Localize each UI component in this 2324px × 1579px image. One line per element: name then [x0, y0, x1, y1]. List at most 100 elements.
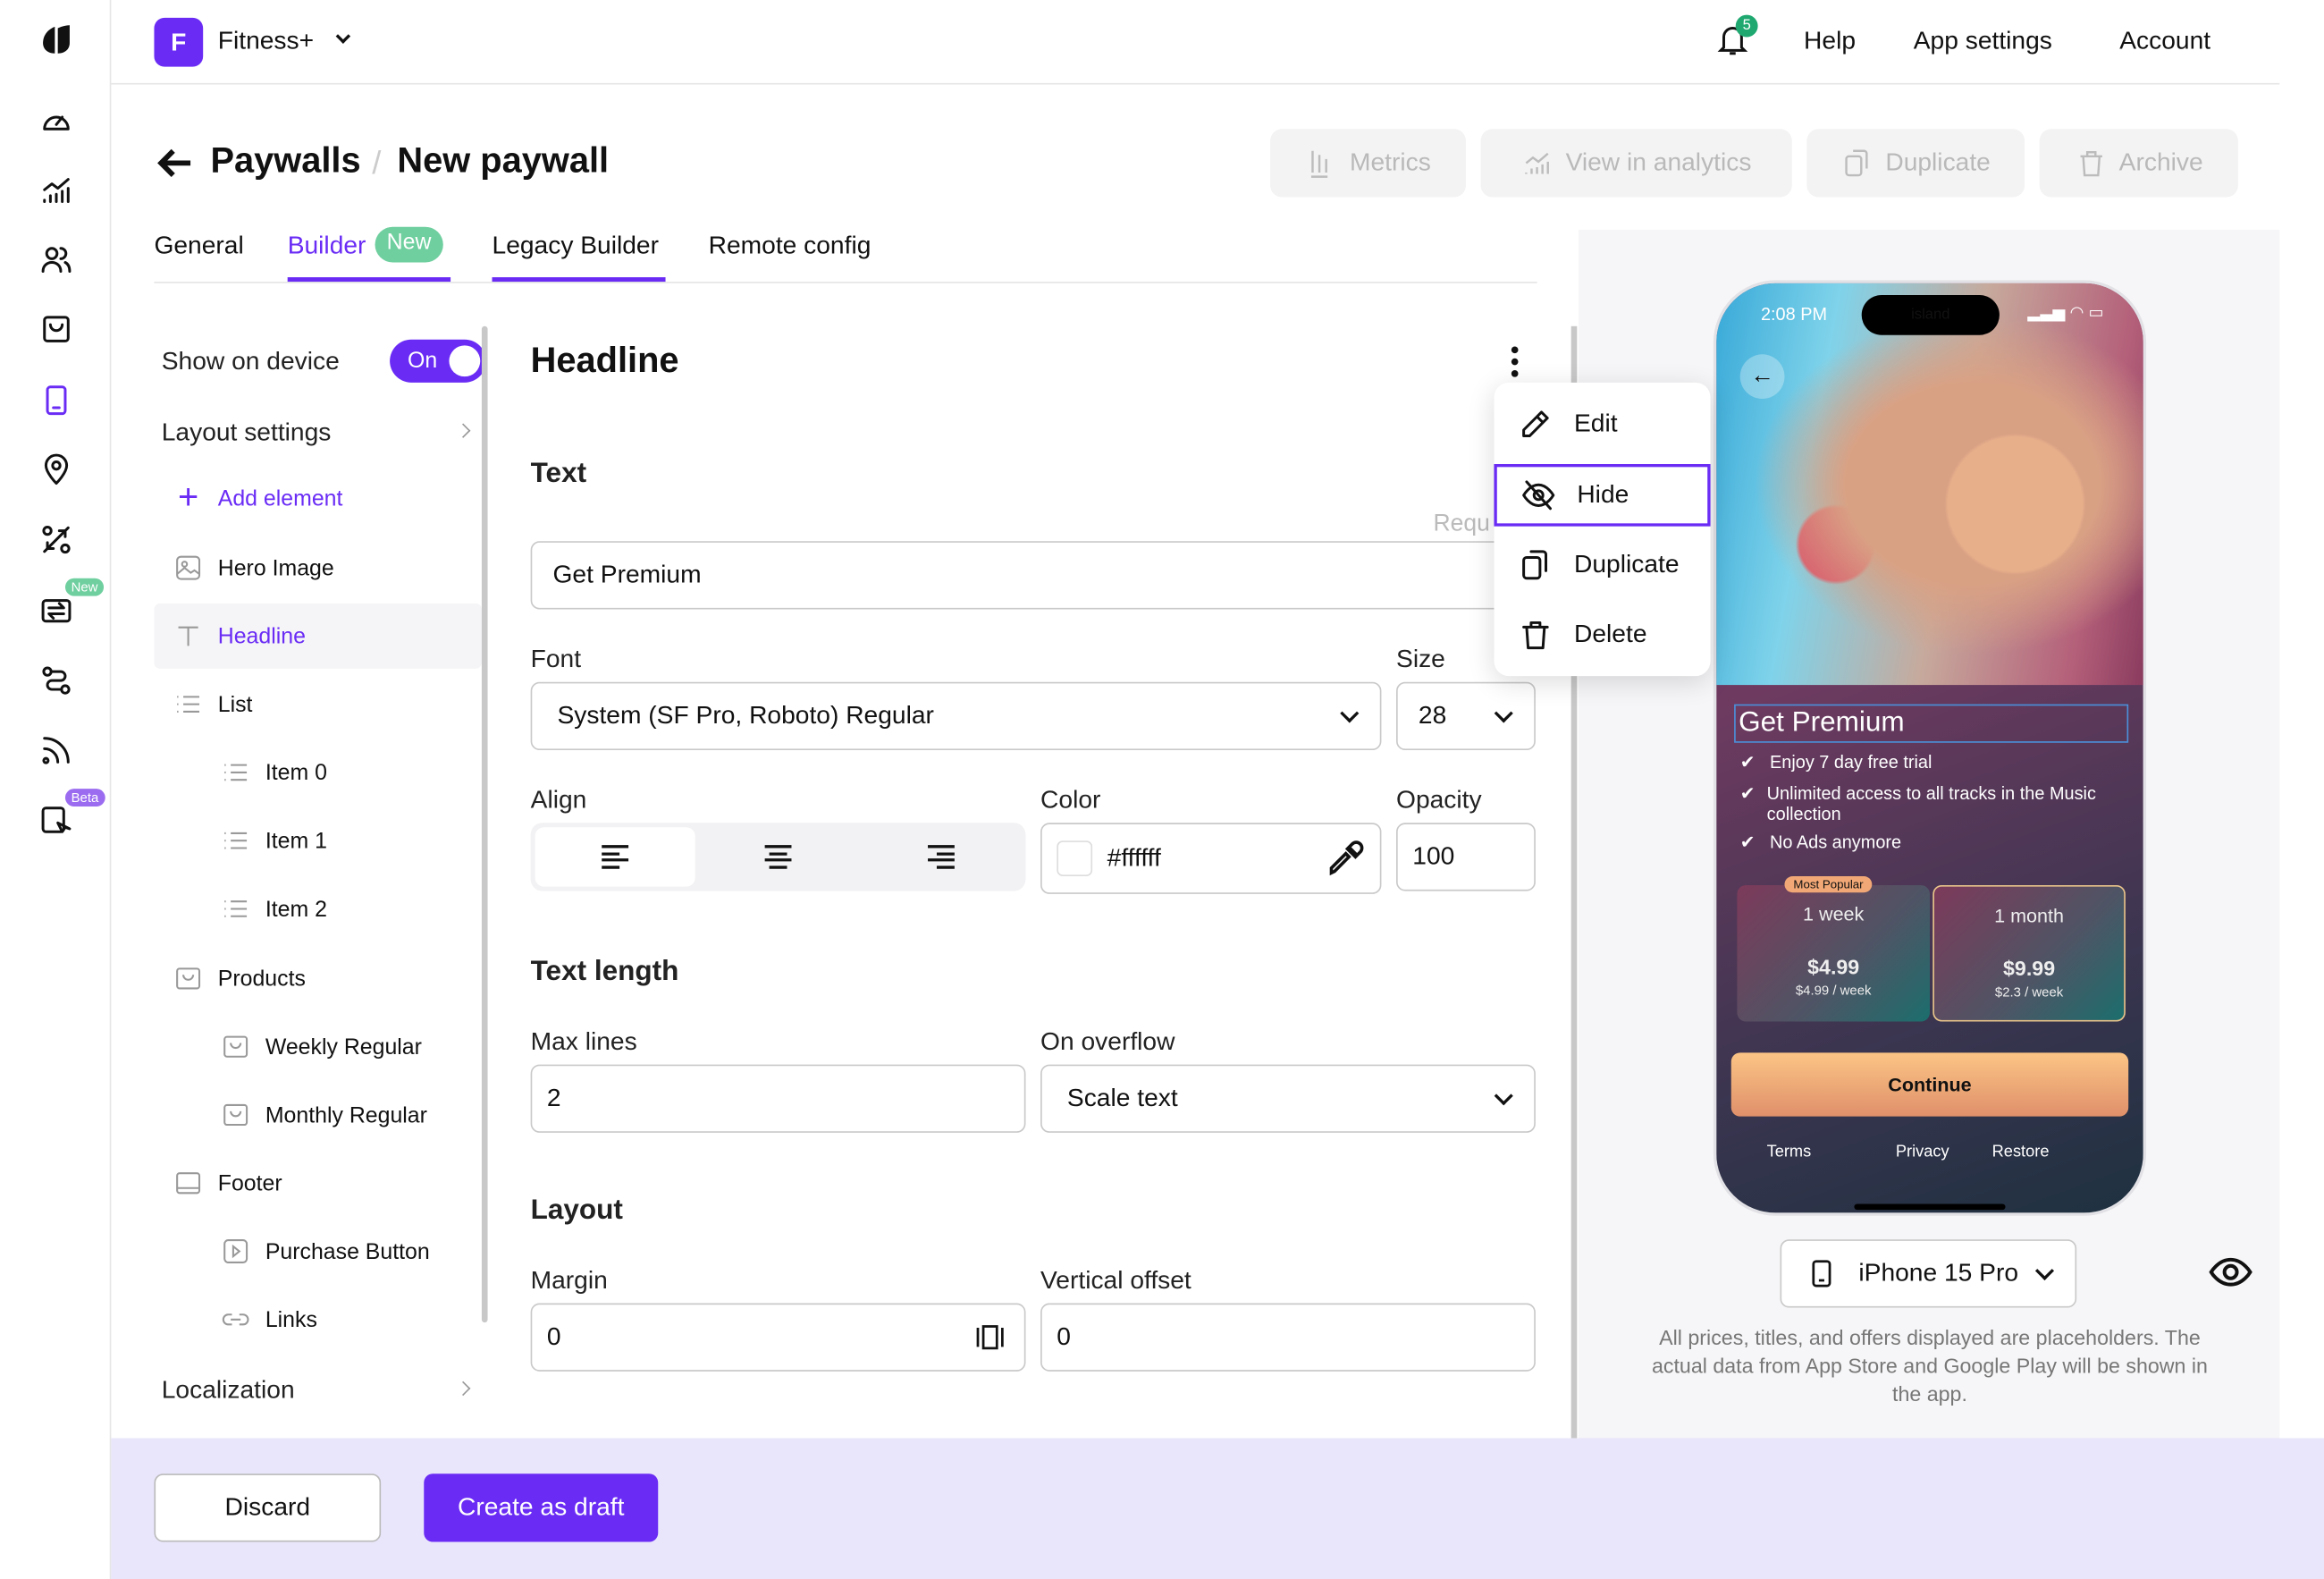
logo-icon[interactable] [36, 20, 77, 61]
terms-link[interactable]: Terms [1766, 1143, 1812, 1161]
eyedropper-icon[interactable] [1326, 840, 1365, 878]
phone-preview: 2:08 PM island ▂▃▅ ◠ ▭ ← Get Premium ✔ E… [1713, 280, 2147, 1216]
opacity-input[interactable]: 100 [1396, 823, 1536, 891]
plan-card-week[interactable]: 1 week $4.99 $4.99 / week [1737, 884, 1930, 1022]
dashboard-icon[interactable] [36, 99, 77, 140]
restore-link[interactable]: Restore [1991, 1143, 2050, 1161]
placements-icon[interactable] [36, 449, 77, 490]
chevron-right-icon [455, 423, 471, 438]
tab-legacy-builder[interactable]: Legacy Builder [492, 232, 666, 283]
align-left-button[interactable] [535, 827, 695, 887]
builder-icon[interactable] [36, 799, 77, 840]
dynamic-island: island [1861, 294, 2000, 335]
eye-off-icon [1522, 480, 1555, 511]
most-popular-badge: Most Popular [1784, 875, 1873, 893]
tab-builder[interactable]: Builder New [287, 226, 451, 283]
app-settings-link[interactable]: App settings [1913, 26, 2052, 55]
chevron-down-icon [2034, 1261, 2055, 1280]
text-input[interactable]: Get Premium [530, 541, 1537, 610]
analytics-icon[interactable] [36, 169, 77, 210]
status-icons: ▂▃▅ ◠ ▭ [2027, 303, 2104, 322]
align-center-button[interactable] [698, 827, 858, 886]
device-select[interactable]: iPhone 15 Pro [1780, 1239, 2077, 1308]
align-right-icon [928, 845, 955, 869]
align-right-button[interactable] [861, 827, 1021, 886]
feature-item: ✔ Enjoy 7 day free trial [1739, 751, 1932, 773]
help-link[interactable]: Help [1804, 26, 1857, 55]
margin-input[interactable]: 0 [530, 1303, 1026, 1372]
placeholder-disclaimer: All prices, titles, and offers displayed… [1651, 1325, 2208, 1406]
size-select[interactable]: 28 [1396, 681, 1536, 751]
tab-general[interactable]: General [154, 231, 244, 260]
tree-item-purchase-button[interactable]: Purchase Button [221, 1221, 430, 1280]
breadcrumb-separator: / [372, 143, 382, 182]
continue-button[interactable]: Continue [1730, 1052, 2129, 1117]
tree-item-item-2[interactable]: Item 2 [221, 879, 327, 938]
menu-item-delete[interactable]: Delete [1494, 604, 1710, 666]
editor-scrollbar[interactable] [1570, 325, 1578, 1439]
privacy-link[interactable]: Privacy [1895, 1143, 1949, 1161]
max-lines-input[interactable]: 2 [530, 1064, 1026, 1133]
products-icon[interactable] [36, 308, 77, 350]
view-in-analytics-button[interactable]: View in analytics [1480, 129, 1792, 198]
back-arrow-icon[interactable] [154, 142, 195, 183]
show-on-device-toggle[interactable]: On [390, 339, 486, 383]
tree-item-monthly-regular[interactable]: Monthly Regular [221, 1085, 427, 1144]
app-avatar[interactable]: F [154, 17, 204, 67]
ab-tests-icon[interactable] [36, 519, 77, 560]
duplicate-button[interactable]: Duplicate [1806, 129, 2025, 198]
discard-button[interactable]: Discard [154, 1473, 382, 1542]
tree-item-footer[interactable]: Footer [173, 1153, 282, 1212]
feed-icon[interactable] [36, 730, 77, 771]
products-icon [176, 967, 201, 990]
feature-item: ✔ No Ads anymore [1739, 832, 1902, 853]
add-element-button[interactable]: + Add element [173, 469, 342, 528]
tree-item-item-0[interactable]: Item 0 [221, 743, 327, 802]
tree-item-list[interactable]: List [173, 674, 252, 733]
color-input[interactable]: #ffffff [1040, 823, 1382, 894]
localization[interactable]: Localization [161, 1375, 295, 1405]
chevron-down-icon[interactable] [335, 29, 351, 44]
tree-item-item-1[interactable]: Item 1 [221, 811, 327, 870]
menu-item-hide[interactable]: Hide [1494, 464, 1711, 527]
tree-item-links[interactable]: Links [221, 1290, 317, 1349]
more-options-icon[interactable] [1506, 344, 1524, 380]
back-arrow-icon[interactable]: ← [1739, 354, 1785, 400]
margin-label: Margin [530, 1266, 608, 1295]
tab-remote-config[interactable]: Remote config [708, 231, 872, 260]
vertical-offset-input[interactable]: 0 [1040, 1303, 1536, 1372]
metrics-button[interactable]: Metrics [1270, 129, 1466, 198]
tree-scrollbar[interactable] [481, 325, 488, 1323]
users-icon[interactable] [36, 239, 77, 280]
tree-item-hero-image[interactable]: Hero Image [173, 538, 334, 597]
left-rail: New Beta [0, 0, 112, 1579]
duplicate-icon [1845, 149, 1868, 177]
app-switcher[interactable]: Fitness+ [217, 26, 315, 55]
plan-card-month[interactable]: 1 month $9.99 $2.3 / week [1932, 884, 2126, 1022]
menu-item-edit[interactable]: Edit [1494, 393, 1710, 455]
max-lines-label: Max lines [530, 1027, 637, 1056]
size-label: Size [1396, 645, 1445, 673]
paywalls-icon[interactable] [36, 379, 77, 420]
create-as-draft-button[interactable]: Create as draft [424, 1473, 659, 1542]
breadcrumb-paywalls[interactable]: Paywalls [210, 140, 361, 182]
overflow-select[interactable]: Scale text [1040, 1064, 1536, 1133]
account-link[interactable]: Account [2119, 26, 2211, 55]
layout-settings[interactable]: Layout settings [161, 418, 332, 447]
tree-item-weekly-regular[interactable]: Weekly Regular [221, 1017, 422, 1077]
vertical-offset-label: Vertical offset [1040, 1266, 1191, 1295]
layout-title: Layout [530, 1195, 623, 1227]
tree-item-headline[interactable]: Headline [173, 606, 306, 665]
page-title: New paywall [397, 140, 610, 182]
flows-icon[interactable] [36, 660, 77, 701]
archive-button[interactable]: Archive [2039, 129, 2238, 198]
headline-selection[interactable]: Get Premium [1734, 704, 2129, 743]
font-select[interactable]: System (SF Pro, Roboto) Regular [530, 681, 1382, 751]
transfers-icon[interactable] [36, 588, 77, 629]
menu-item-duplicate[interactable]: Duplicate [1494, 534, 1710, 596]
margin-sides-icon[interactable] [973, 1321, 1006, 1353]
tree-item-products[interactable]: Products [173, 949, 306, 1008]
eye-icon[interactable] [2209, 1254, 2253, 1290]
color-swatch[interactable] [1057, 840, 1093, 876]
trash-icon [1522, 621, 1549, 650]
